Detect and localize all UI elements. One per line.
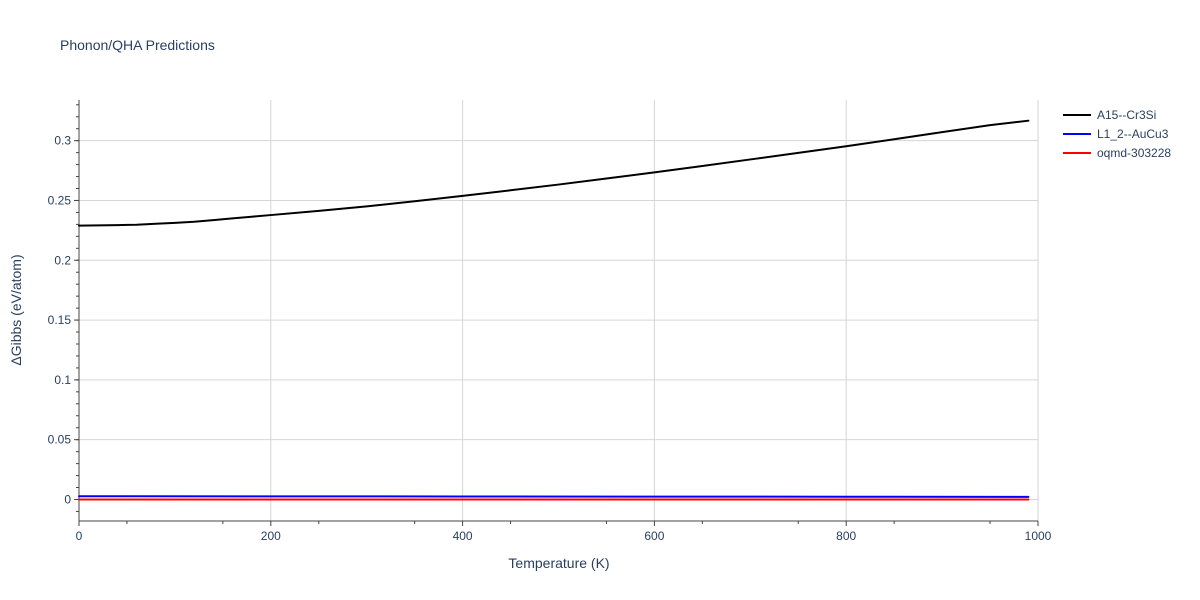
x-tick-label: 200 (261, 529, 281, 543)
series-lines (78, 119, 1030, 501)
x-tick-label: 800 (836, 529, 856, 543)
y-tick-label: 0.15 (48, 313, 72, 327)
x-tick-label: 1000 (1025, 529, 1052, 543)
y-tick-label: 0.3 (54, 134, 71, 148)
y-tick-label: 0.1 (54, 373, 71, 387)
x-tick-label: 400 (453, 529, 473, 543)
y-tick-label: 0.05 (48, 433, 72, 447)
y-tick-label: 0.25 (48, 193, 72, 207)
y-tick-label: 0.2 (54, 253, 71, 267)
legend[interactable]: A15--Cr3Si L1_2--AuCu3 oqmd-303228 (1063, 108, 1171, 160)
x-tick-label: 0 (76, 529, 83, 543)
x-tick-label: 600 (644, 529, 664, 543)
x-axis-title: Temperature (K) (508, 555, 609, 571)
y-axis-title: ΔGibbs (eV/atom) (8, 254, 24, 365)
series-line-l1-2-aucu3 (78, 495, 1030, 498)
series-line-a15-cr3si (78, 119, 1030, 227)
legend-item-label[interactable]: oqmd-303228 (1097, 146, 1171, 160)
legend-item-label[interactable]: A15--Cr3Si (1097, 108, 1156, 122)
axes: 0 200 400 600 800 1000 0 0.05 0.1 0.15 0.2 0.25 0.3 (48, 100, 1052, 543)
legend-item-label[interactable]: L1_2--AuCu3 (1097, 127, 1169, 141)
y-tick-label: 0 (64, 492, 71, 506)
chart-title: Phonon/QHA Predictions (60, 37, 215, 53)
